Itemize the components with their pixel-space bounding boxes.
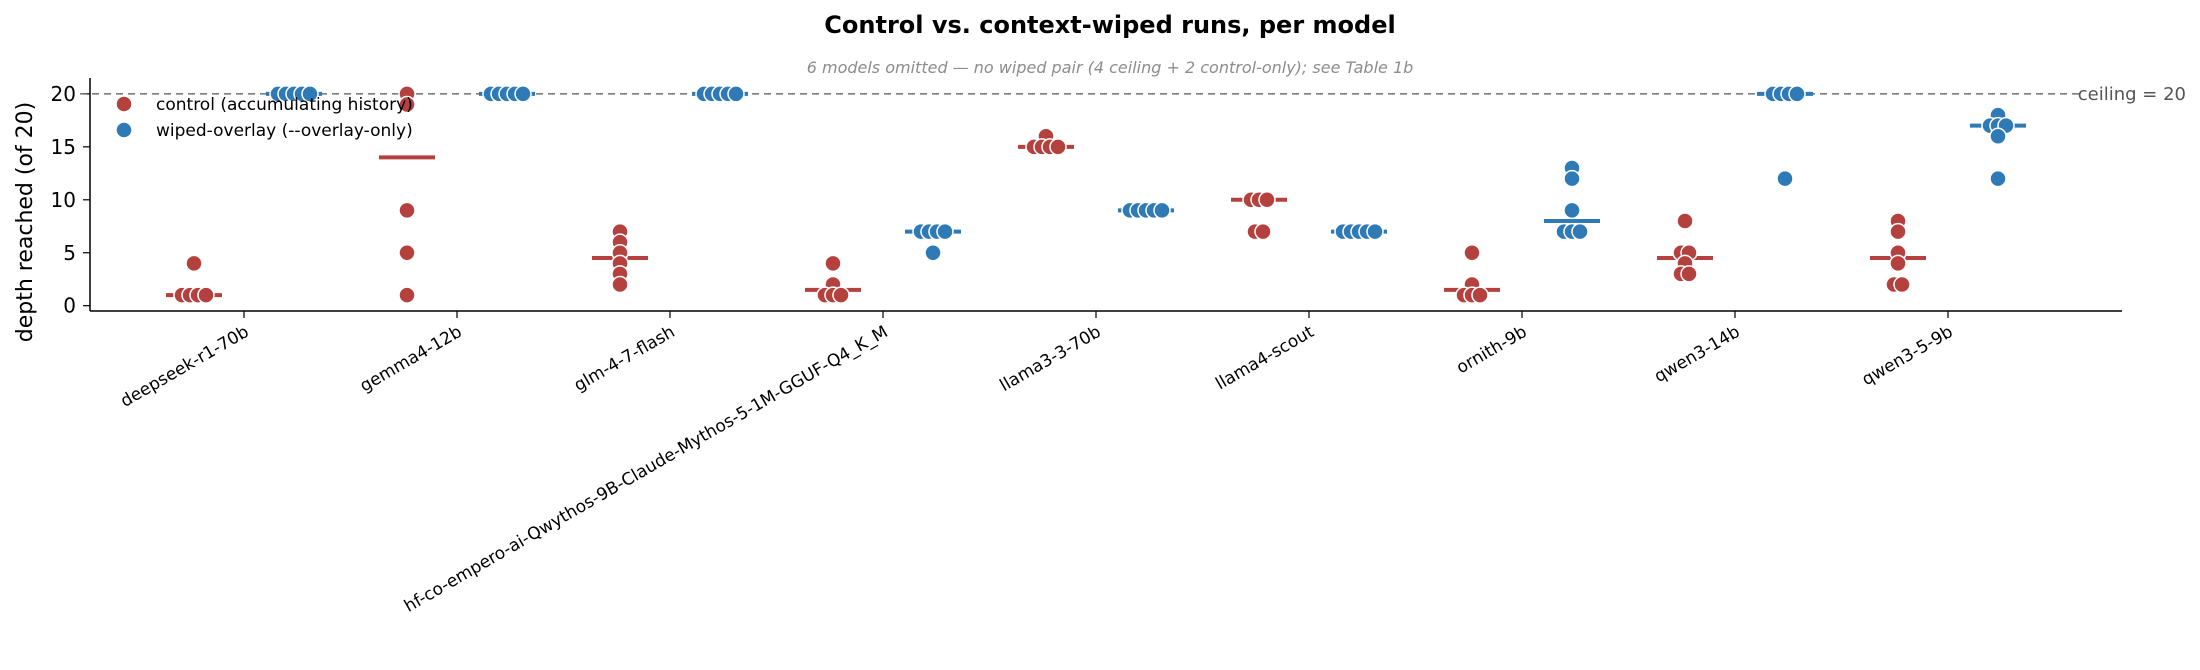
data-point <box>1463 244 1481 262</box>
data-point <box>1153 201 1171 220</box>
x-tick-label: glm-4-7-flash <box>571 322 679 396</box>
x-tick-label: ornith-9b <box>1453 322 1530 378</box>
legend-marker-control <box>115 95 133 113</box>
legend: control (accumulating history) wiped-ove… <box>115 95 413 141</box>
data-point <box>832 286 850 304</box>
data-point <box>1893 275 1911 294</box>
data-point <box>1563 169 1581 188</box>
data-point <box>514 85 532 103</box>
y-tick-label: 15 <box>51 135 76 159</box>
data-point <box>1788 85 1806 103</box>
chart-subtitle: 6 models omitted — no wiped pair (4 ceil… <box>807 58 1414 77</box>
data-point <box>924 244 942 262</box>
plot-area: 0 5 10 15 20 ceiling = 20 deepseek-r1-70b gemma… <box>51 78 2186 617</box>
ceiling-reference-label: ceiling = 20 <box>2078 84 2186 105</box>
data-point <box>1049 138 1067 156</box>
data-point <box>398 95 416 114</box>
data-point <box>398 201 416 220</box>
data-point <box>301 85 319 103</box>
data-point <box>1676 212 1694 230</box>
data-point <box>1258 191 1276 209</box>
data-point <box>611 275 629 294</box>
x-tick-label: qwen3-5-9b <box>1859 322 1957 390</box>
data-point <box>185 254 203 273</box>
data-point <box>1989 127 2007 145</box>
data-point <box>1571 222 1589 241</box>
data-point <box>1989 169 2007 188</box>
y-tick-label: 20 <box>51 82 76 106</box>
y-tick-label: 5 <box>63 241 76 265</box>
x-tick-label: gemma4-12b <box>357 322 466 396</box>
x-tick-label: qwen3-14b <box>1651 322 1744 387</box>
y-tick-label: 0 <box>63 294 76 318</box>
data-point <box>1366 222 1384 241</box>
y-axis-label: depth reached (of 20) <box>13 102 38 343</box>
data-point <box>398 244 416 262</box>
data-point <box>197 286 215 304</box>
data-point <box>1254 222 1272 241</box>
data-point <box>936 222 954 241</box>
x-tick-label: deepseek-r1-70b <box>117 322 252 412</box>
legend-marker-wiped <box>115 121 133 139</box>
y-tick-label: 10 <box>51 188 76 212</box>
x-tick-label: llama3-3-70b <box>996 322 1104 396</box>
x-tick-label: llama4-scout <box>1212 322 1317 394</box>
data-point <box>1471 286 1489 304</box>
data-point <box>1889 254 1907 273</box>
data-point <box>1563 201 1581 220</box>
data-point <box>1889 222 1907 241</box>
chart-title: Control vs. context-wiped runs, per mode… <box>824 11 1395 39</box>
data-point <box>398 286 416 304</box>
legend-label-control: control (accumulating history) <box>156 95 413 115</box>
x-tick-label: hf-co-empero-ai-Qwythos-9B-Claude-Mythos… <box>401 322 892 617</box>
data-point <box>727 85 745 103</box>
legend-label-wiped: wiped-overlay (--overlay-only) <box>156 121 413 141</box>
data-point <box>824 254 842 273</box>
data-point <box>1680 265 1698 283</box>
data-point <box>1776 169 1794 188</box>
